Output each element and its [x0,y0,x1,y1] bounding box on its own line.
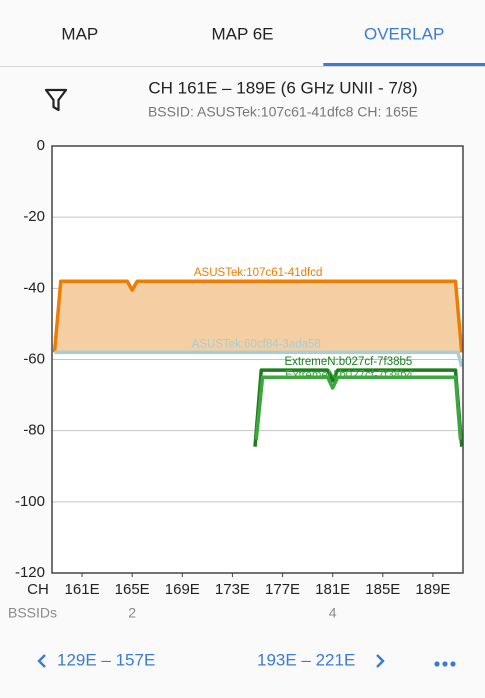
next-range: 193E – 221E [257,650,355,669]
x-tick-label: 169E [165,581,200,598]
tab-label: MAP [61,24,98,43]
previous-range-button[interactable]: 129E – 157E [37,650,155,669]
x-tick-label: 165E [115,581,150,598]
next-range-button[interactable]: 193E – 221E [257,650,385,669]
bssid-row: BSSIDs 2 4 [8,605,337,621]
dot [450,661,456,667]
previous-range: 129E – 157E [57,650,155,669]
header-title: CH 161E – 189E (6 GHz UNII - 7/8) [148,78,417,97]
x-axis-label: CH [27,581,49,598]
x-tick-label: 181E [315,581,350,598]
header-subtitle: BSSID: ASUSTek:107c61-41dfc8 CH: 165E [148,104,418,120]
bssid-count: 4 [329,605,337,621]
series-line [54,350,464,368]
y-tick-label: 0 [37,137,45,154]
y-tick-label: -40 [23,279,45,296]
x-tick-label: 189E [415,581,450,598]
more-button[interactable] [434,661,456,667]
dot [442,661,448,667]
y-tick-label: -80 [23,422,45,439]
tab-bar: MAP MAP 6E OVERLAP [61,24,485,66]
series-line [253,368,464,447]
dot [434,661,440,667]
x-tick-label: 173E [215,581,250,598]
y-tick-label: -100 [15,493,45,510]
series-line [52,279,464,353]
bssid-count: 2 [128,605,136,621]
x-tick-label: 185E [365,581,400,598]
series-area [54,281,462,353]
x-tick-label: 161E [65,581,100,598]
bssid-label: BSSIDs [8,605,57,621]
series-label: ExtremeN:b027cf-7f38b5 [284,356,412,368]
tab[interactable]: OVERLAP [323,24,485,66]
chevron-right [376,654,385,668]
series-line [254,375,463,440]
tab[interactable]: MAP 6E [211,24,273,43]
series-label: ASUSTek:60cf84-3ada58 [192,338,321,350]
tab-label: OVERLAP [364,24,444,43]
tab-label: MAP 6E [211,24,273,43]
x-tick-label: 177E [265,581,300,598]
chart: 0 -20 -40 -60 -80 -100 -120 161E 165E 169E 173E 177… [15,137,464,598]
y-tick-label: -120 [15,564,45,581]
y-tick-label: -20 [23,208,45,225]
series-label: ExtremeN:b027cf-7f38b4 [285,369,413,381]
plot-border [51,145,464,574]
y-tick-label: -60 [23,350,45,367]
filter-button[interactable] [44,88,68,112]
series-label: ASUSTek:107c61-41dfcd [194,267,323,279]
filter-icon [44,88,68,112]
tab[interactable]: MAP [61,24,98,43]
tab-indicator [323,63,485,66]
chevron-left [37,654,46,668]
